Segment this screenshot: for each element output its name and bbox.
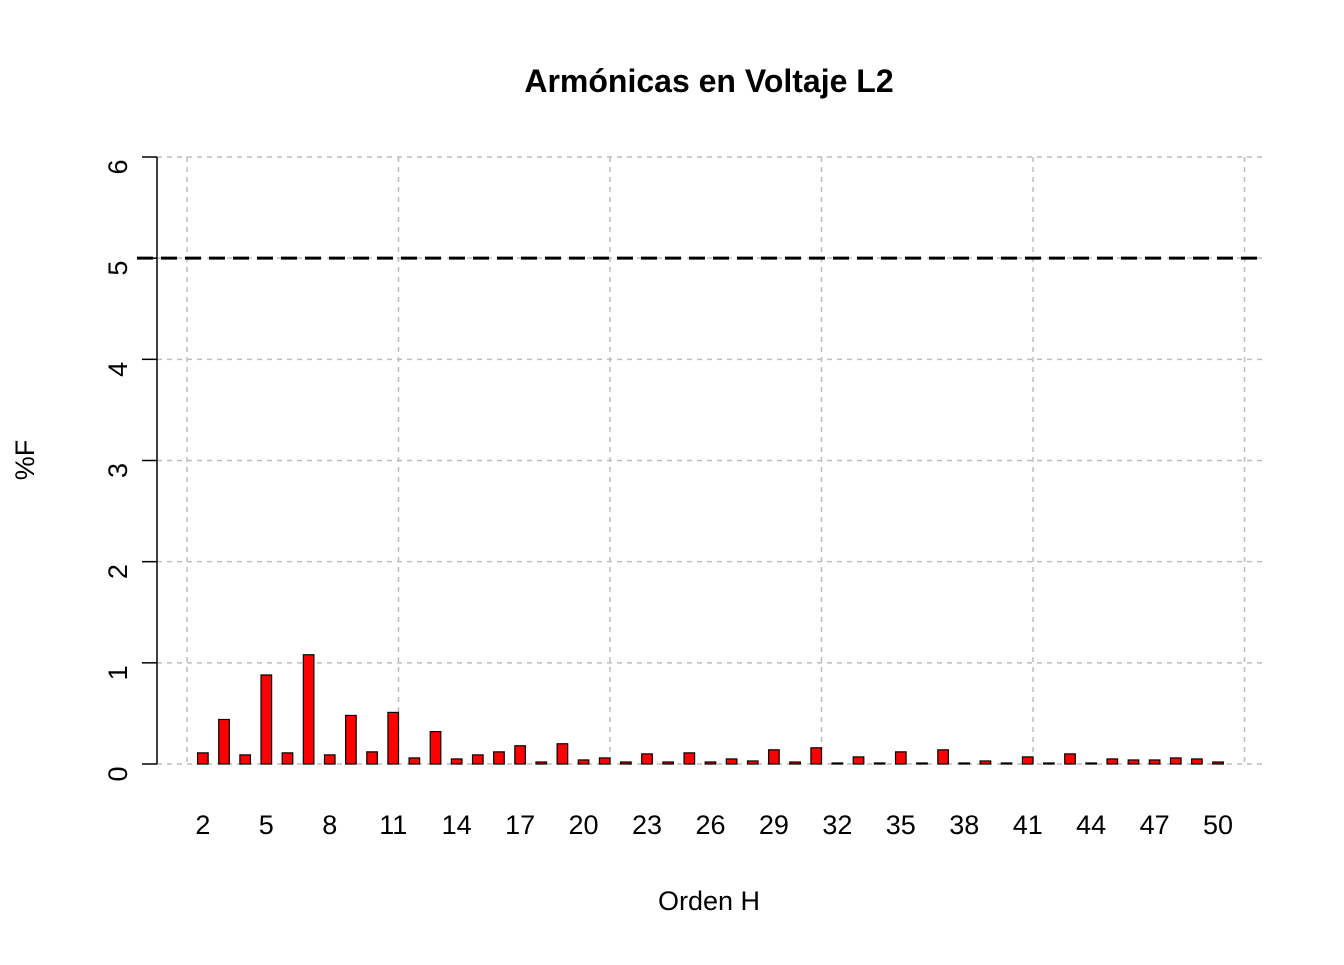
- bar: [450, 758, 463, 765]
- bar: [746, 760, 759, 765]
- x-axis-label: Orden H: [658, 886, 760, 916]
- bar: [789, 761, 801, 765]
- x-tick-label: 44: [1076, 810, 1106, 840]
- bar: [683, 752, 696, 765]
- y-axis-label: %F: [10, 440, 40, 481]
- bar: [577, 759, 590, 765]
- bar: [1169, 757, 1182, 765]
- x-tick-label: 32: [822, 810, 852, 840]
- bar: [958, 762, 971, 765]
- x-tick-label: 5: [259, 810, 274, 840]
- bar: [768, 749, 780, 765]
- x-tick-label: 29: [759, 810, 789, 840]
- bar: [598, 757, 611, 765]
- bar: [429, 731, 442, 765]
- y-tick-label: 3: [103, 463, 133, 478]
- bar: [302, 654, 315, 765]
- y-tick-label: 6: [103, 159, 133, 174]
- chart-title: Armónicas en Voltaje L2: [524, 63, 893, 99]
- x-tick-label: 47: [1140, 810, 1170, 840]
- bar: [662, 761, 675, 765]
- bar: [937, 749, 950, 765]
- y-tick-label: 0: [103, 766, 133, 781]
- bar: [916, 762, 928, 765]
- bar: [471, 754, 484, 765]
- bar: [366, 751, 378, 765]
- bar: [1148, 759, 1161, 765]
- y-tick-label: 1: [103, 665, 133, 680]
- bar: [260, 674, 273, 765]
- bar: [1191, 758, 1203, 765]
- bar: [619, 761, 632, 765]
- x-tick-label: 41: [1013, 810, 1043, 840]
- x-tick-label: 26: [695, 810, 725, 840]
- y-tick-label: 2: [103, 564, 133, 579]
- bar: [810, 747, 823, 765]
- bar: [1085, 762, 1098, 765]
- bar: [1000, 762, 1013, 765]
- bar: [535, 761, 548, 765]
- bar: [408, 757, 421, 765]
- x-tick-label: 38: [949, 810, 979, 840]
- bar: [641, 753, 653, 765]
- bar: [725, 758, 738, 765]
- x-tick-label: 23: [632, 810, 662, 840]
- bar: [1127, 759, 1140, 765]
- bar: [493, 751, 505, 765]
- y-tick-label: 4: [103, 362, 133, 377]
- x-tick-label: 50: [1203, 810, 1233, 840]
- bar: [1064, 753, 1076, 765]
- bar: [556, 743, 569, 765]
- bar: [239, 754, 252, 765]
- bar: [281, 752, 294, 765]
- bar: [1106, 758, 1119, 765]
- bar: [345, 714, 357, 765]
- bar: [704, 761, 717, 765]
- x-tick-label: 8: [322, 810, 337, 840]
- bar: [1021, 756, 1034, 765]
- bar: [323, 754, 336, 765]
- x-tick-label: 17: [505, 810, 535, 840]
- y-tick-label: 5: [103, 261, 133, 276]
- x-tick-label: 20: [569, 810, 599, 840]
- bar: [1042, 762, 1055, 765]
- bar: [831, 762, 844, 765]
- bar: [852, 756, 865, 765]
- bar: [514, 745, 527, 765]
- bar: [979, 760, 992, 765]
- bar: [196, 752, 209, 765]
- x-tick-label: 35: [886, 810, 916, 840]
- bar: [873, 762, 886, 765]
- bar: [894, 751, 907, 765]
- x-tick-label: 14: [442, 810, 472, 840]
- x-tick-label: 11: [379, 810, 407, 840]
- bar: [218, 718, 230, 765]
- x-tick-label: 2: [195, 810, 210, 840]
- bar: [1212, 761, 1224, 765]
- bar: [387, 711, 400, 765]
